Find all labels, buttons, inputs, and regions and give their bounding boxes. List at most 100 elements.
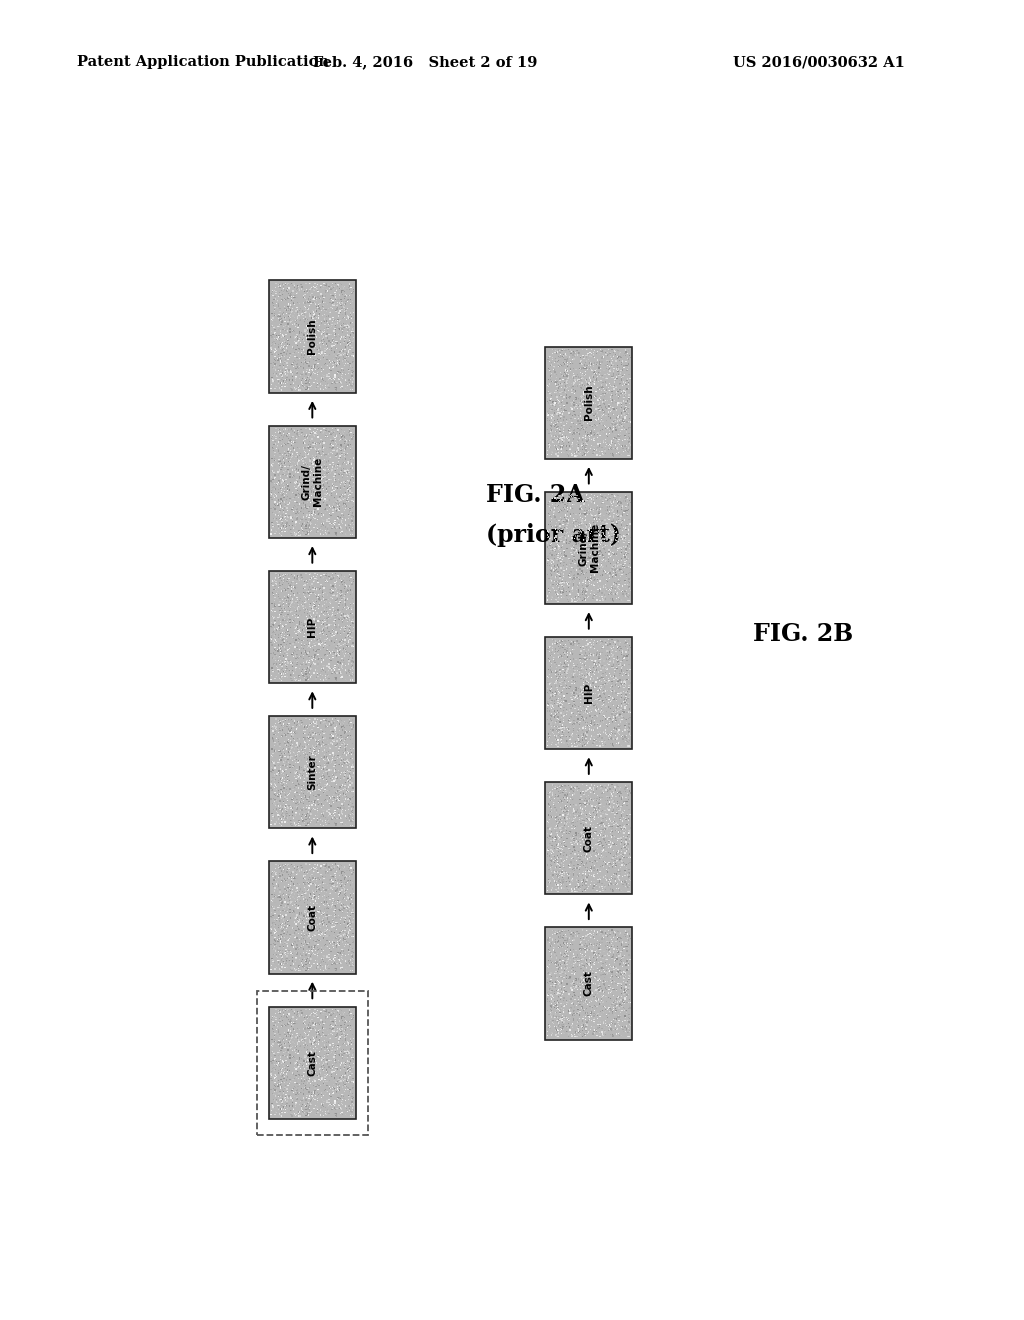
- Point: [291, 741, 307, 762]
- Point: [567, 832, 584, 853]
- Point: [324, 626, 340, 647]
- Point: [308, 737, 325, 758]
- Point: [332, 362, 348, 383]
- Point: [266, 348, 283, 370]
- Point: [578, 442, 594, 463]
- Point: [269, 520, 286, 541]
- Point: [611, 342, 628, 363]
- Point: [266, 1081, 283, 1102]
- Point: [568, 705, 585, 726]
- Point: [289, 569, 305, 590]
- Point: [329, 788, 345, 809]
- Point: [301, 597, 317, 618]
- Point: [575, 829, 592, 850]
- Point: [265, 875, 282, 896]
- Point: [333, 282, 349, 304]
- Point: [287, 524, 303, 545]
- Point: [292, 612, 308, 634]
- Point: [601, 631, 617, 652]
- Point: [280, 597, 296, 618]
- Point: [556, 376, 572, 397]
- Point: [302, 280, 318, 301]
- Point: [295, 764, 311, 785]
- Point: [337, 1052, 353, 1073]
- Point: [274, 644, 291, 665]
- Point: [288, 752, 304, 774]
- Point: [272, 459, 289, 480]
- Point: [622, 426, 638, 447]
- Point: [318, 892, 335, 913]
- Point: [325, 474, 341, 495]
- Point: [272, 902, 289, 923]
- Point: [607, 931, 624, 952]
- Point: [312, 375, 329, 396]
- Point: [565, 389, 582, 411]
- Point: [610, 961, 627, 982]
- Point: [300, 776, 316, 797]
- Point: [329, 276, 345, 297]
- Point: [341, 473, 357, 494]
- Point: [343, 480, 359, 502]
- Point: [591, 793, 607, 814]
- Point: [609, 432, 626, 453]
- Point: [302, 1036, 318, 1057]
- Point: [290, 317, 306, 338]
- Point: [552, 1003, 568, 1024]
- Point: [541, 973, 557, 994]
- Point: [298, 908, 314, 929]
- Point: [329, 723, 345, 744]
- Point: [287, 471, 303, 492]
- Point: [542, 583, 558, 605]
- Point: [565, 490, 582, 511]
- Point: [615, 792, 632, 813]
- Point: [271, 378, 288, 399]
- Point: [602, 359, 618, 380]
- Point: [579, 952, 595, 973]
- Point: [548, 803, 564, 824]
- Point: [592, 445, 608, 466]
- Point: [298, 763, 314, 784]
- Point: [344, 741, 360, 762]
- Point: [332, 1052, 348, 1073]
- Point: [324, 953, 340, 974]
- Point: [606, 543, 623, 564]
- Point: [306, 755, 323, 776]
- Point: [580, 343, 596, 364]
- Point: [342, 1084, 358, 1105]
- Point: [549, 640, 565, 661]
- Point: [569, 631, 586, 652]
- Point: [337, 482, 353, 503]
- Point: [271, 430, 288, 451]
- Point: [602, 506, 618, 527]
- Point: [267, 467, 284, 488]
- Point: [582, 516, 598, 537]
- Point: [588, 660, 604, 681]
- Point: [544, 692, 560, 713]
- Point: [586, 339, 602, 360]
- Point: [319, 1007, 336, 1028]
- Point: [304, 888, 321, 909]
- Point: [318, 645, 335, 667]
- Point: [298, 616, 314, 638]
- Point: [615, 937, 632, 958]
- Point: [569, 950, 586, 972]
- Point: [313, 647, 330, 668]
- Point: [302, 367, 318, 388]
- Point: [295, 523, 311, 544]
- Point: [570, 408, 587, 429]
- Point: [271, 618, 288, 639]
- Point: [613, 496, 630, 517]
- Point: [301, 517, 317, 539]
- Point: [302, 1082, 318, 1104]
- Point: [344, 655, 360, 676]
- Point: [294, 1065, 310, 1086]
- Point: [613, 352, 630, 374]
- Point: [328, 346, 344, 367]
- Point: [317, 333, 334, 354]
- Point: [596, 404, 612, 425]
- Point: [557, 513, 573, 535]
- Point: [291, 597, 307, 618]
- Point: [550, 836, 566, 857]
- Point: [584, 715, 600, 737]
- Point: [302, 519, 318, 540]
